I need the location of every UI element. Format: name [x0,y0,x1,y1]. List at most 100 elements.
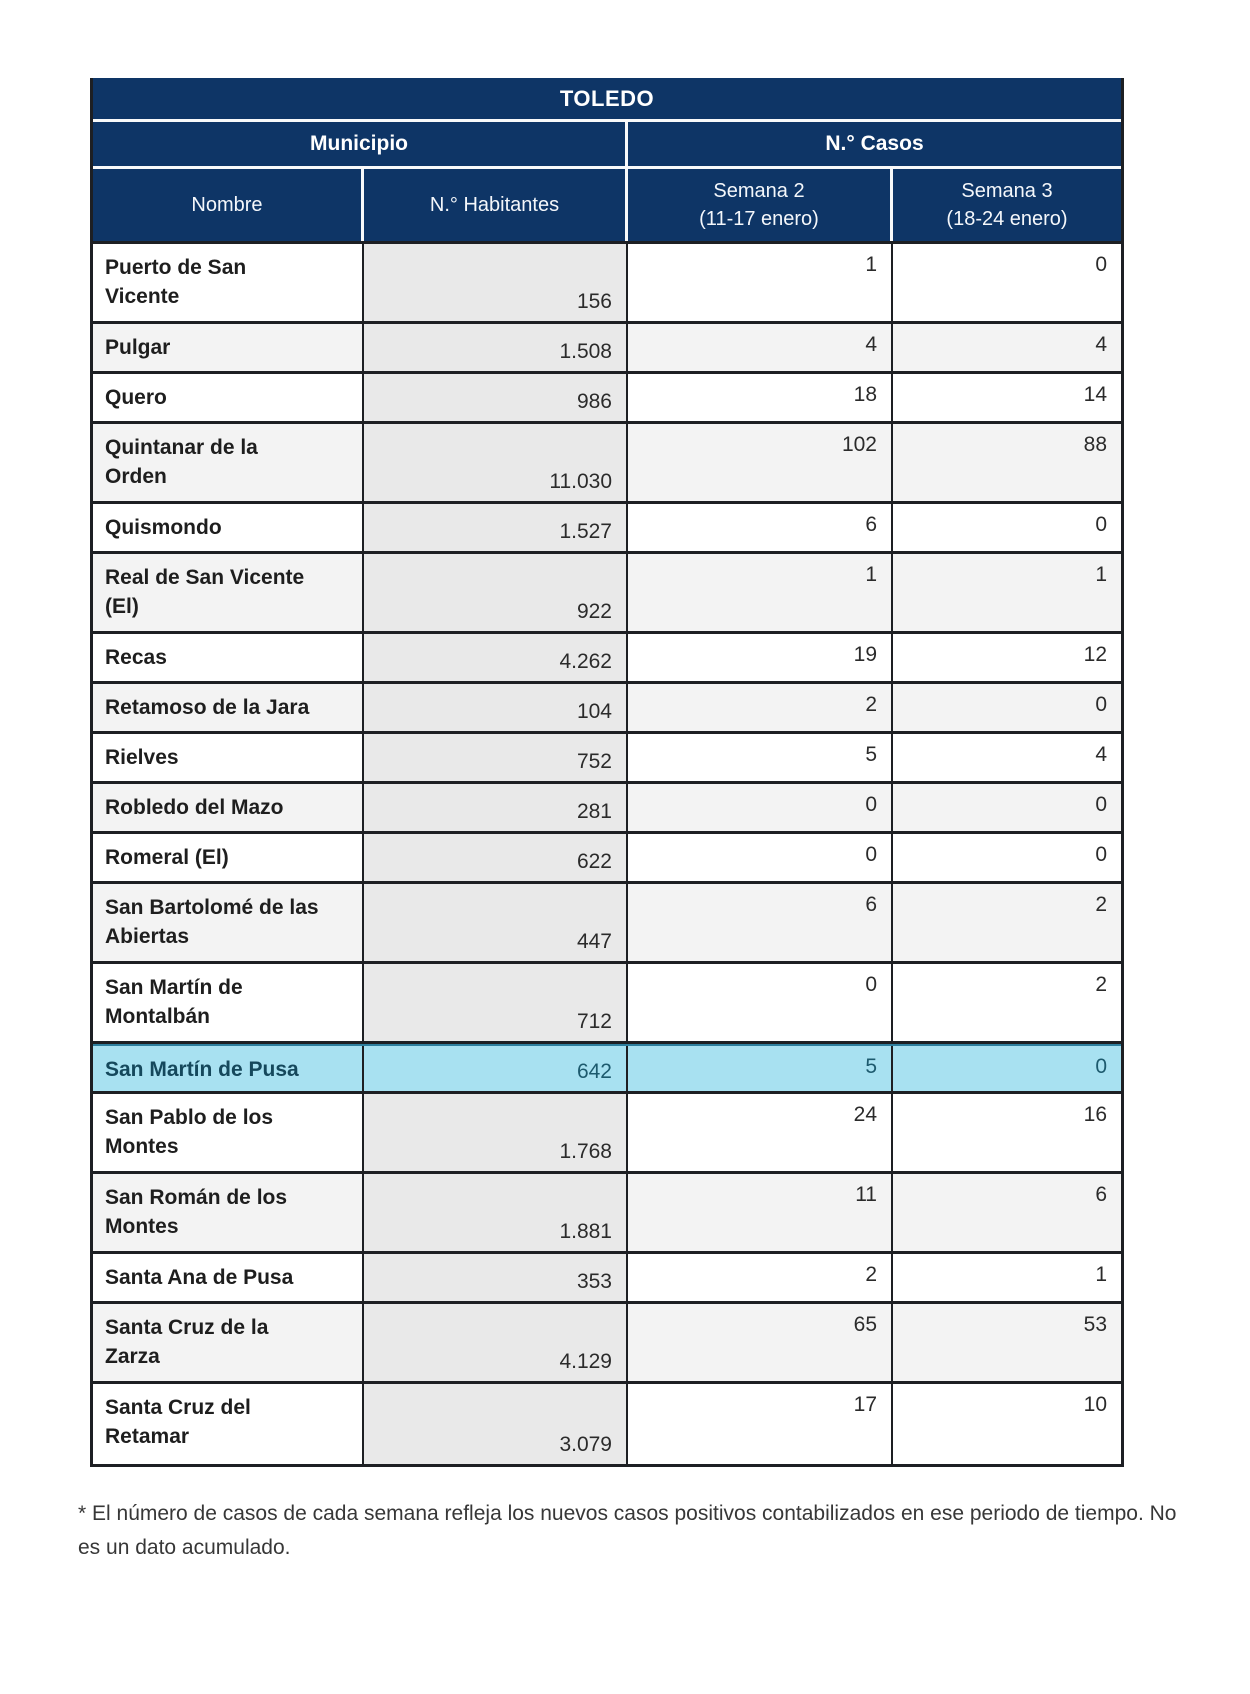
semana2-value-cell: 4 [628,324,893,371]
habitantes-value-cell: 11.030 [364,424,628,501]
semana2-value-cell: 102 [628,424,893,501]
semana2-value-cell: 6 [628,504,893,551]
table-row: Recas 4.262 19 12 [93,634,1121,684]
group-header-row: Municipio N.° Casos [93,122,1121,169]
habitantes-value-cell: 752 [364,734,628,781]
table-row: Retamoso de la Jara 104 2 0 [93,684,1121,734]
semana2-value-cell: 6 [628,884,893,961]
municipality-name-cell: Pulgar [93,324,364,371]
habitantes-value-cell: 353 [364,1254,628,1301]
municipality-name-cell: San Pablo de los Montes [93,1094,364,1171]
municipality-name-cell: San Martín de Pusa [93,1046,364,1091]
habitantes-value-cell: 4.262 [364,634,628,681]
habitantes-value-cell: 156 [364,244,628,321]
table-row: Santa Cruz del Retamar 3.079 17 10 [93,1384,1121,1464]
table-title: TOLEDO [93,78,1121,122]
semana2-value-cell: 1 [628,244,893,321]
semana3-value-cell: 10 [893,1384,1121,1464]
municipality-name-cell: Real de San Vicente (El) [93,554,364,631]
municipality-name-cell: Santa Cruz del Retamar [93,1384,364,1464]
semana3-label-line2: (18-24 enero) [946,208,1068,230]
table-row: San Martín de Pusa 642 5 0 [93,1044,1121,1094]
table-row: San Bartolomé de las Abiertas 447 6 2 [93,884,1121,964]
habitantes-value-cell: 4.129 [364,1304,628,1381]
municipality-name-cell: Romeral (El) [93,834,364,881]
table-row: Santa Cruz de la Zarza 4.129 65 53 [93,1304,1121,1384]
semana2-value-cell: 2 [628,684,893,731]
habitantes-value-cell: 922 [364,554,628,631]
covid-cases-table: TOLEDO Municipio N.° Casos Nombre N.° Ha… [90,78,1124,1467]
habitantes-value-cell: 712 [364,964,628,1041]
municipality-name-cell: Retamoso de la Jara [93,684,364,731]
semana2-label-line1: Semana 2 [713,180,805,202]
semana2-value-cell: 19 [628,634,893,681]
semana3-value-cell: 0 [893,1046,1121,1091]
semana3-value-cell: 0 [893,834,1121,881]
semana3-value-cell: 14 [893,374,1121,421]
semana2-value-cell: 0 [628,784,893,831]
semana2-value-cell: 5 [628,734,893,781]
semana3-value-cell: 4 [893,734,1121,781]
semana2-value-cell: 24 [628,1094,893,1171]
semana2-value-cell: 1 [628,554,893,631]
habitantes-value-cell: 1.527 [364,504,628,551]
habitantes-value-cell: 1.508 [364,324,628,371]
semana2-value-cell: 18 [628,374,893,421]
semana2-value-cell: 2 [628,1254,893,1301]
semana3-value-cell: 53 [893,1304,1121,1381]
habitantes-value-cell: 281 [364,784,628,831]
semana3-value-cell: 1 [893,554,1121,631]
table-row: Puerto de San Vicente 156 1 0 [93,244,1121,324]
table-row: Robledo del Mazo 281 0 0 [93,784,1121,834]
municipality-name-cell: Puerto de San Vicente [93,244,364,321]
table-row: Pulgar 1.508 4 4 [93,324,1121,374]
table-row: San Martín de Montalbán 712 0 2 [93,964,1121,1044]
semana3-value-cell: 0 [893,684,1121,731]
table-row: Quintanar de la Orden 11.030 102 88 [93,424,1121,504]
semana3-value-cell: 1 [893,1254,1121,1301]
municipality-name-cell: San Bartolomé de las Abiertas [93,884,364,961]
semana2-value-cell: 0 [628,964,893,1041]
semana2-value-cell: 65 [628,1304,893,1381]
municipality-name-cell: Santa Cruz de la Zarza [93,1304,364,1381]
municipality-name-cell: Quero [93,374,364,421]
semana2-value-cell: 0 [628,834,893,881]
semana3-value-cell: 0 [893,504,1121,551]
habitantes-value-cell: 3.079 [364,1384,628,1464]
table-row: San Pablo de los Montes 1.768 24 16 [93,1094,1121,1174]
table-row: Romeral (El) 622 0 0 [93,834,1121,884]
municipality-name-cell: San Martín de Montalbán [93,964,364,1041]
column-header-semana2: Semana 2 (11-17 enero) [628,169,893,241]
semana2-value-cell: 11 [628,1174,893,1251]
semana3-value-cell: 16 [893,1094,1121,1171]
semana3-value-cell: 0 [893,784,1121,831]
municipality-name-cell: San Román de los Montes [93,1174,364,1251]
column-header-nombre: Nombre [93,169,364,241]
column-header-habitantes-label: N.° Habitantes [429,194,560,216]
footnote: * El número de casos de cada semana refl… [78,1502,1177,1559]
municipality-name-cell: Robledo del Mazo [93,784,364,831]
semana3-value-cell: 88 [893,424,1121,501]
semana3-value-cell: 6 [893,1174,1121,1251]
group-header-casos: N.° Casos [825,132,924,155]
table-row: Rielves 752 5 4 [93,734,1121,784]
municipality-name-cell: Quismondo [93,504,364,551]
municipality-name-cell: Quintanar de la Orden [93,424,364,501]
table-row: San Román de los Montes 1.881 11 6 [93,1174,1121,1254]
table-row: Santa Ana de Pusa 353 2 1 [93,1254,1121,1304]
municipality-name-cell: Recas [93,634,364,681]
municipality-name-cell: Santa Ana de Pusa [93,1254,364,1301]
semana3-value-cell: 2 [893,964,1121,1041]
column-header-semana3: Semana 3 (18-24 enero) [893,169,1121,241]
column-header-habitantes: N.° Habitantes [364,169,628,241]
table-body: Puerto de San Vicente 156 1 0 Pulgar 1.5… [93,244,1121,1464]
table-row: Real de San Vicente (El) 922 1 1 [93,554,1121,634]
semana3-value-cell: 4 [893,324,1121,371]
semana3-label-line1: Semana 3 [961,180,1053,202]
habitantes-value-cell: 1.881 [364,1174,628,1251]
semana3-value-cell: 12 [893,634,1121,681]
group-header-municipio: Municipio [93,122,628,166]
habitantes-value-cell: 622 [364,834,628,881]
municipality-name-cell: Rielves [93,734,364,781]
report-page: TOLEDO Municipio N.° Casos Nombre N.° Ha… [78,78,1177,1559]
